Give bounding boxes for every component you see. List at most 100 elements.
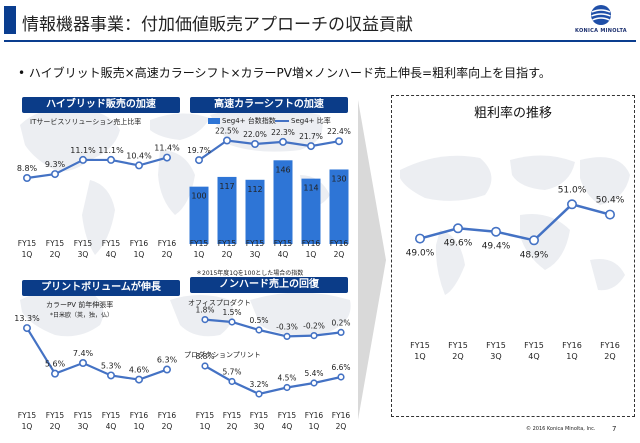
margin-point-4 bbox=[566, 199, 577, 210]
hybrid-label-1: 9.3% bbox=[45, 160, 66, 169]
color-note: ＊2015年度1Qを100とした場合の指数 bbox=[196, 270, 304, 277]
production-point-2 bbox=[255, 390, 263, 398]
production-point-0 bbox=[201, 362, 209, 370]
color-ratio-series-line bbox=[198, 139, 340, 162]
company-logo: KONICA MINOLTA bbox=[571, 4, 631, 36]
color-bar-label-2: 112 bbox=[247, 185, 262, 194]
nonhard-tick-2-a: FY15 bbox=[250, 411, 269, 420]
color-tick-0-a: FY15 bbox=[190, 239, 209, 248]
color-bar-2 bbox=[245, 179, 265, 244]
hybrid-tick-5-a: FY16 bbox=[158, 239, 177, 248]
pv-point-0 bbox=[22, 324, 31, 333]
production-series-line bbox=[204, 365, 342, 396]
margin-tick-0-a: FY15 bbox=[410, 341, 430, 350]
legend-line-text: Seg4+ 比率 bbox=[291, 117, 331, 125]
logo-wordmark: KONICA MINOLTA bbox=[575, 28, 627, 34]
color-tick-0-b: 1Q bbox=[194, 250, 205, 259]
summary-bullet: • ハイブリット販売×高速カラーシフト×カラーPV増×ノンハード売上伸長=粗利率… bbox=[18, 66, 551, 80]
legend-bar-label: Seg4+ 台数指数 bbox=[208, 116, 276, 126]
margin-point-1 bbox=[452, 223, 463, 234]
office-label-3: -0.3% bbox=[276, 322, 298, 331]
margin-tick-3-a: FY15 bbox=[524, 341, 544, 350]
office-point-3 bbox=[283, 332, 291, 341]
hybrid-tick-2-b: 3Q bbox=[78, 250, 89, 259]
page-title: 情報機器事業：付加価値販売アプローチの収益貢献 bbox=[22, 15, 413, 35]
copyright: © 2016 Konica Minolta, Inc. bbox=[526, 426, 596, 432]
nonhard-tick-3-a: FY15 bbox=[278, 411, 297, 420]
margin-tick-2-b: 3Q bbox=[490, 352, 501, 361]
pv-note: *日米欧（英，独，仏） bbox=[50, 312, 114, 319]
hybrid-label-2: 11.1% bbox=[70, 146, 96, 155]
office-label-5: 0.2% bbox=[331, 318, 350, 327]
hybrid-panel-title: ハイブリッド販売の加速 bbox=[22, 97, 180, 113]
pv-label-3: 5.3% bbox=[101, 361, 122, 370]
color-tick-2-b: 3Q bbox=[250, 250, 261, 259]
hybrid-label-5: 11.4% bbox=[154, 144, 180, 153]
slide-header: 情報機器事業：付加価値販売アプローチの収益貢献 KONICA MINOLTA bbox=[0, 0, 640, 48]
hybrid-tick-3-b: 4Q bbox=[106, 250, 117, 259]
pv-tick-5-b: 2Q bbox=[162, 422, 173, 431]
color-panel-title: 高速カラーシフトの加速 bbox=[190, 97, 348, 113]
hybrid-subtitle: ITサービスソリューション売上比率 bbox=[30, 118, 142, 126]
production-label-2: 3.2% bbox=[249, 380, 268, 389]
office-label-1: 1.5% bbox=[222, 308, 241, 317]
hybrid-point-4 bbox=[135, 161, 144, 170]
nonhard-tick-1-b: 2Q bbox=[227, 422, 238, 431]
pv-label-1: 5.6% bbox=[45, 360, 66, 369]
margin-tick-1-b: 2Q bbox=[452, 352, 463, 361]
pv-label-5: 6.3% bbox=[157, 356, 178, 365]
color-ratio-label-5: 22.4% bbox=[327, 127, 351, 136]
nonhard-tick-4-b: 1Q bbox=[309, 422, 320, 431]
hybrid-tick-4-b: 1Q bbox=[134, 250, 145, 259]
pv-label-2: 7.4% bbox=[73, 349, 94, 358]
margin-tick-5-a: FY16 bbox=[600, 341, 620, 350]
office-point-0 bbox=[201, 316, 209, 324]
legend-bar-text: Seg4+ 台数指数 bbox=[222, 117, 276, 125]
nonhard-tick-4-a: FY16 bbox=[305, 411, 324, 420]
pv-tick-1-a: FY15 bbox=[46, 411, 65, 420]
production-label-3: 4.5% bbox=[277, 374, 296, 383]
pv-tick-4-b: 1Q bbox=[134, 422, 145, 431]
margin-label-3: 48.9% bbox=[520, 250, 549, 260]
production-point-1 bbox=[228, 377, 236, 386]
production-label-4: 5.4% bbox=[304, 369, 323, 378]
production-point-3 bbox=[283, 383, 291, 392]
margin-tick-1-a: FY15 bbox=[448, 341, 468, 350]
margin-label-0: 49.0% bbox=[406, 249, 435, 259]
color-ratio-label-4: 21.7% bbox=[299, 132, 323, 141]
hybrid-label-3: 11.1% bbox=[98, 146, 124, 155]
color-tick-1-b: 2Q bbox=[222, 250, 233, 259]
office-label-0: 1.8% bbox=[195, 306, 214, 315]
hybrid-point-0 bbox=[22, 174, 31, 183]
hybrid-point-3 bbox=[107, 155, 116, 164]
legend-line-label: Seg4+ 比率 bbox=[275, 116, 331, 126]
color-ratio-point-3 bbox=[278, 137, 287, 146]
color-bar-3 bbox=[273, 160, 293, 244]
pv-panel-title: プリントボリュームが伸長 bbox=[22, 280, 180, 296]
pv-label-0: 13.3% bbox=[14, 314, 40, 323]
nonhard-tick-0-b: 1Q bbox=[200, 422, 211, 431]
margin-tick-4-a: FY16 bbox=[562, 341, 582, 350]
office-point-1 bbox=[228, 318, 236, 326]
production-print-label: プロダクションプリント bbox=[184, 351, 261, 359]
margin-label-5: 50.4% bbox=[596, 196, 625, 206]
globe-logo-icon bbox=[591, 5, 611, 25]
pv-tick-4-a: FY16 bbox=[130, 411, 149, 420]
hybrid-tick-5-b: 2Q bbox=[162, 250, 173, 259]
production-label-5: 6.6% bbox=[331, 363, 350, 372]
page-number: 7 bbox=[612, 425, 617, 433]
color-ratio-point-1 bbox=[223, 136, 232, 145]
hybrid-tick-3-a: FY15 bbox=[102, 239, 121, 248]
pv-tick-5-a: FY16 bbox=[158, 411, 177, 420]
office-label-2: 0.5% bbox=[249, 316, 268, 325]
color-tick-4-b: 1Q bbox=[306, 250, 317, 259]
color-ratio-label-1: 22.5% bbox=[215, 127, 239, 136]
color-bar-label-5: 130 bbox=[331, 174, 346, 183]
margin-point-2 bbox=[490, 226, 501, 237]
pv-point-5 bbox=[163, 365, 172, 374]
color-bar-1 bbox=[217, 176, 237, 244]
pv-point-3 bbox=[107, 371, 116, 380]
office-point-2 bbox=[255, 326, 263, 334]
pv-tick-3-b: 4Q bbox=[106, 422, 117, 431]
